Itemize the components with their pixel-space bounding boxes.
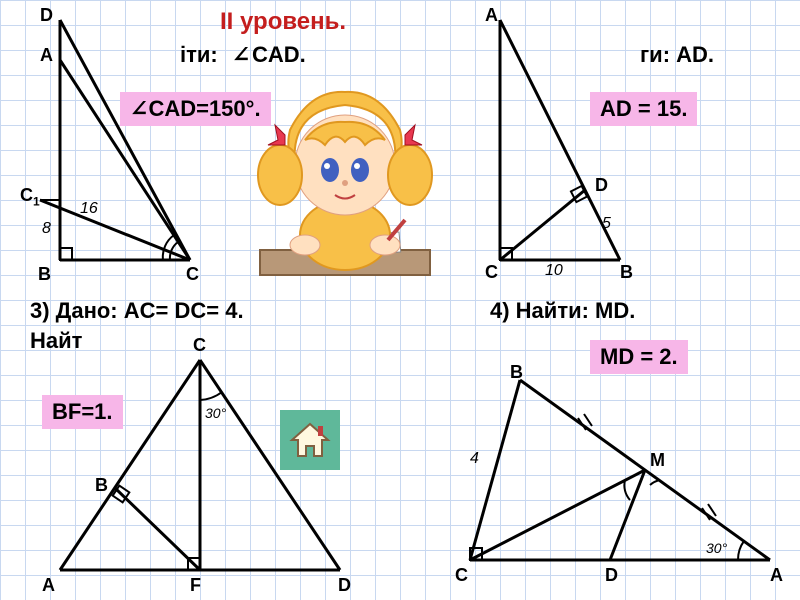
fig2-5: 5	[602, 215, 611, 233]
girl-illustration	[230, 80, 460, 290]
fig1-A: A	[40, 45, 53, 66]
task1-text-b: CAD.	[252, 42, 306, 68]
level-title: II уровень.	[220, 8, 346, 36]
fig3-D: D	[338, 575, 351, 596]
task3-text: 3) Дано: AC= DC= 4.	[30, 298, 244, 324]
fig1-D: D	[40, 5, 53, 26]
fig4-30: 30°	[706, 540, 727, 556]
figure-2	[480, 5, 660, 285]
fig4-A: A	[770, 565, 783, 586]
task4-text: 4) Найти: MD.	[490, 298, 635, 324]
home-icon[interactable]	[280, 410, 340, 470]
fig3-F: F	[190, 575, 201, 596]
angle-symbol-1: ∠	[232, 42, 250, 68]
fig3-30: 30°	[205, 405, 226, 421]
fig2-10: 10	[545, 262, 563, 280]
fig2-C: C	[485, 262, 498, 283]
fig4-C: C	[455, 565, 468, 586]
fig2-B: B	[620, 262, 633, 283]
fig2-D: D	[595, 175, 608, 196]
figure-4	[450, 360, 790, 590]
fig1-C: C	[186, 264, 199, 285]
fig3-B: B	[95, 475, 108, 496]
fig4-D: D	[605, 565, 618, 586]
fig3-C: C	[193, 335, 206, 356]
fig1-B: B	[38, 264, 51, 285]
fig1-C1: C1	[20, 185, 40, 209]
fig1-8: 8	[42, 220, 51, 238]
fig4-4: 4	[470, 450, 479, 468]
fig4-B: B	[510, 362, 523, 383]
fig4-M: M	[650, 450, 665, 471]
fig2-A: A	[485, 5, 498, 26]
figure-1	[30, 10, 210, 290]
fig3-A: A	[42, 575, 55, 596]
fig1-16: 16	[80, 200, 98, 218]
